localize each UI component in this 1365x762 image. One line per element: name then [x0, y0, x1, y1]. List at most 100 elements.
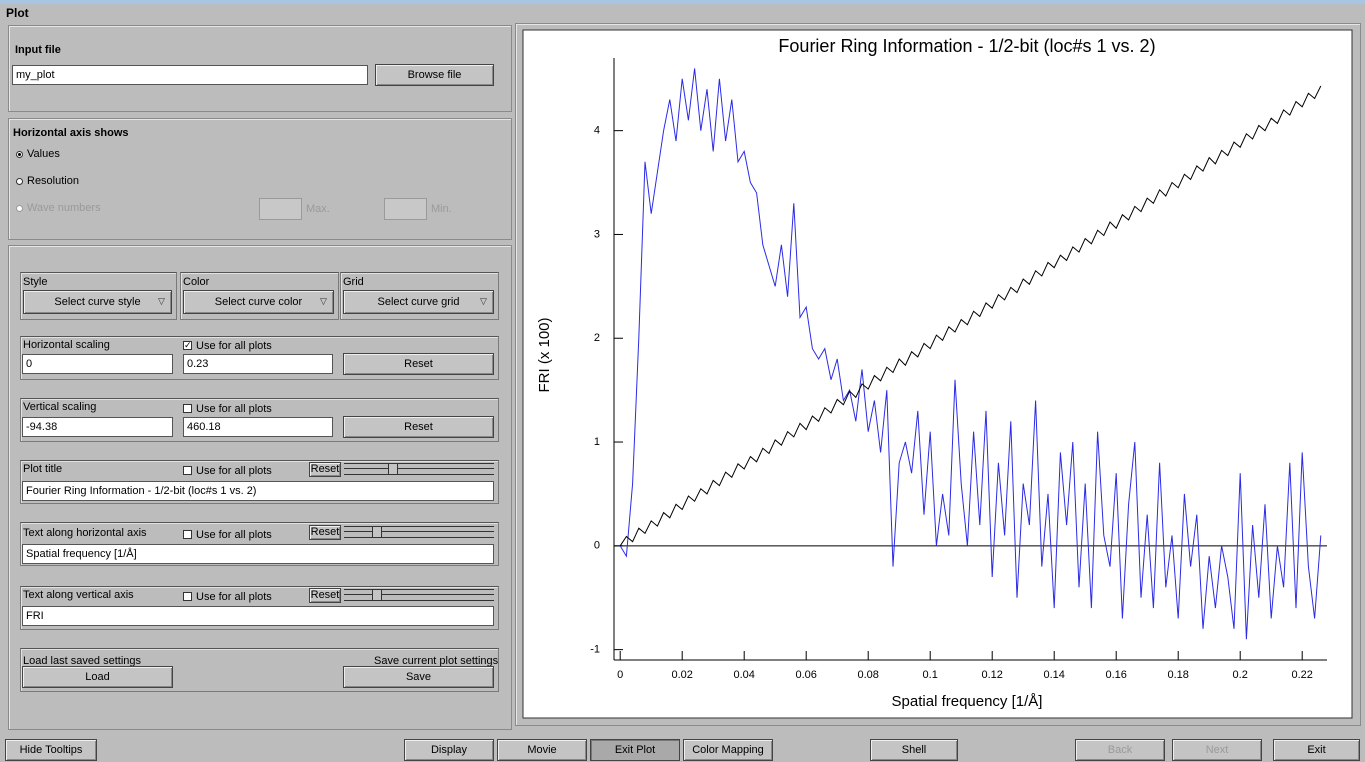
slider-knob[interactable]	[372, 526, 382, 538]
checkbox-label[interactable]: Use for all plots	[196, 465, 272, 477]
dropdown[interactable]: Select curve color	[183, 290, 334, 314]
button[interactable]: Load	[22, 666, 173, 688]
text-input[interactable]: Spatial frequency [1/Å]	[22, 544, 494, 564]
settings-box	[20, 648, 499, 692]
slider[interactable]	[344, 526, 494, 538]
button[interactable]: Save	[343, 666, 494, 688]
style-box	[20, 272, 177, 320]
radio-label[interactable]: Resolution	[27, 175, 79, 187]
y-tick-label: 3	[594, 228, 600, 240]
radio[interactable]	[16, 151, 23, 158]
radio-label[interactable]: Values	[27, 148, 60, 160]
y-tick-label: 4	[594, 125, 600, 137]
text-input[interactable]: 0	[22, 354, 173, 374]
x-tick-label: 0.12	[981, 669, 1002, 681]
radio-label: Wave numbers	[27, 202, 101, 214]
checkbox[interactable]	[183, 592, 192, 601]
x-tick-label: 0.2	[1233, 669, 1248, 681]
slider-knob[interactable]	[388, 463, 398, 475]
button[interactable]: Shell	[870, 739, 958, 761]
button[interactable]: Movie	[497, 739, 587, 761]
x-tick-label: 0.1	[923, 669, 938, 681]
label: Min.	[431, 203, 452, 215]
button[interactable]: Exit	[1273, 739, 1360, 761]
text-vertical-box	[20, 586, 499, 630]
text-input[interactable]: Fourier Ring Information - 1/2-bit (loc#…	[22, 481, 494, 501]
y-tick-label: 0	[594, 540, 600, 552]
window-title: Plot	[6, 6, 29, 20]
button[interactable]: Hide Tooltips	[5, 739, 97, 761]
label: Vertical scaling	[23, 401, 97, 413]
color-box	[180, 272, 339, 320]
horizontal-scaling-box	[20, 336, 499, 380]
checkbox[interactable]	[183, 530, 192, 539]
button: Next	[1172, 739, 1262, 761]
checkbox[interactable]	[183, 466, 192, 475]
text-input[interactable]: 460.18	[183, 417, 333, 437]
x-tick-label: 0.08	[857, 669, 878, 681]
button[interactable]: Display	[404, 739, 494, 761]
dropdown[interactable]: Select curve style	[23, 290, 172, 314]
radio	[16, 205, 23, 212]
plot-background	[522, 29, 1353, 719]
curve	[619, 85, 1322, 547]
x-tick-label: 0.16	[1105, 669, 1126, 681]
button[interactable]: Reset	[309, 525, 341, 540]
text-input[interactable]: -94.38	[22, 417, 173, 437]
text-input[interactable]: my_plot	[12, 65, 368, 85]
text-horizontal-box	[20, 522, 499, 566]
x-axis-label: Spatial frequency [1/Å]	[892, 693, 1043, 710]
button[interactable]: Color Mapping	[683, 739, 773, 761]
label: Horizontal scaling	[23, 339, 110, 351]
x-tick-label: 0.02	[671, 669, 692, 681]
button[interactable]: Reset	[309, 462, 341, 477]
text-input	[259, 198, 302, 220]
button: Back	[1075, 739, 1165, 761]
checkbox-label[interactable]: Use for all plots	[196, 591, 272, 603]
settings-group	[8, 245, 512, 730]
text-input[interactable]: FRI	[22, 606, 494, 626]
checkbox-label[interactable]: Use for all plots	[196, 529, 272, 541]
button[interactable]: Reset	[343, 353, 494, 375]
x-tick-label: 0.22	[1291, 669, 1312, 681]
label: Text along horizontal axis	[23, 527, 147, 539]
radio[interactable]	[16, 178, 23, 185]
title-bar	[0, 0, 1365, 4]
plot-panel	[515, 23, 1361, 726]
y-tick-label: -1	[590, 644, 600, 656]
label: Style	[23, 276, 48, 288]
label: Horizontal axis shows	[13, 127, 129, 139]
label: Text along vertical axis	[23, 589, 134, 601]
plot-title-box	[20, 460, 499, 504]
slider[interactable]	[344, 589, 494, 601]
label: Color	[183, 276, 210, 288]
checkbox[interactable]: ✓	[183, 340, 192, 350]
dropdown-arrow: ▽	[480, 296, 487, 306]
text-input[interactable]: 0.23	[183, 354, 333, 374]
button[interactable]: Reset	[309, 588, 341, 603]
label: Input file	[15, 44, 61, 56]
y-tick-label: 1	[594, 436, 600, 448]
checkbox-label[interactable]: Use for all plots	[196, 403, 272, 415]
x-tick-label: 0.04	[733, 669, 754, 681]
button[interactable]: Exit Plot	[590, 739, 680, 761]
dropdown-arrow: ▽	[158, 296, 165, 306]
dropdown-arrow: ▽	[320, 296, 327, 306]
button[interactable]: Reset	[343, 416, 494, 438]
label: Max.	[306, 203, 330, 215]
input-file-group	[8, 25, 512, 112]
label: Grid	[343, 276, 364, 288]
slider-knob[interactable]	[372, 589, 382, 601]
dropdown[interactable]: Select curve grid	[343, 290, 494, 314]
x-tick-label: 0.18	[1167, 669, 1188, 681]
horizontal-axis-group	[8, 118, 512, 240]
checkbox-label[interactable]: Use for all plots	[196, 340, 272, 352]
button[interactable]: Browse file	[375, 64, 494, 86]
x-tick-label: 0.14	[1043, 669, 1064, 681]
checkbox[interactable]	[183, 404, 192, 413]
curve	[619, 68, 1322, 640]
x-tick-label: 0	[617, 669, 623, 681]
y-axis-label: FRI (x 100)	[536, 317, 553, 392]
slider[interactable]	[344, 463, 494, 475]
